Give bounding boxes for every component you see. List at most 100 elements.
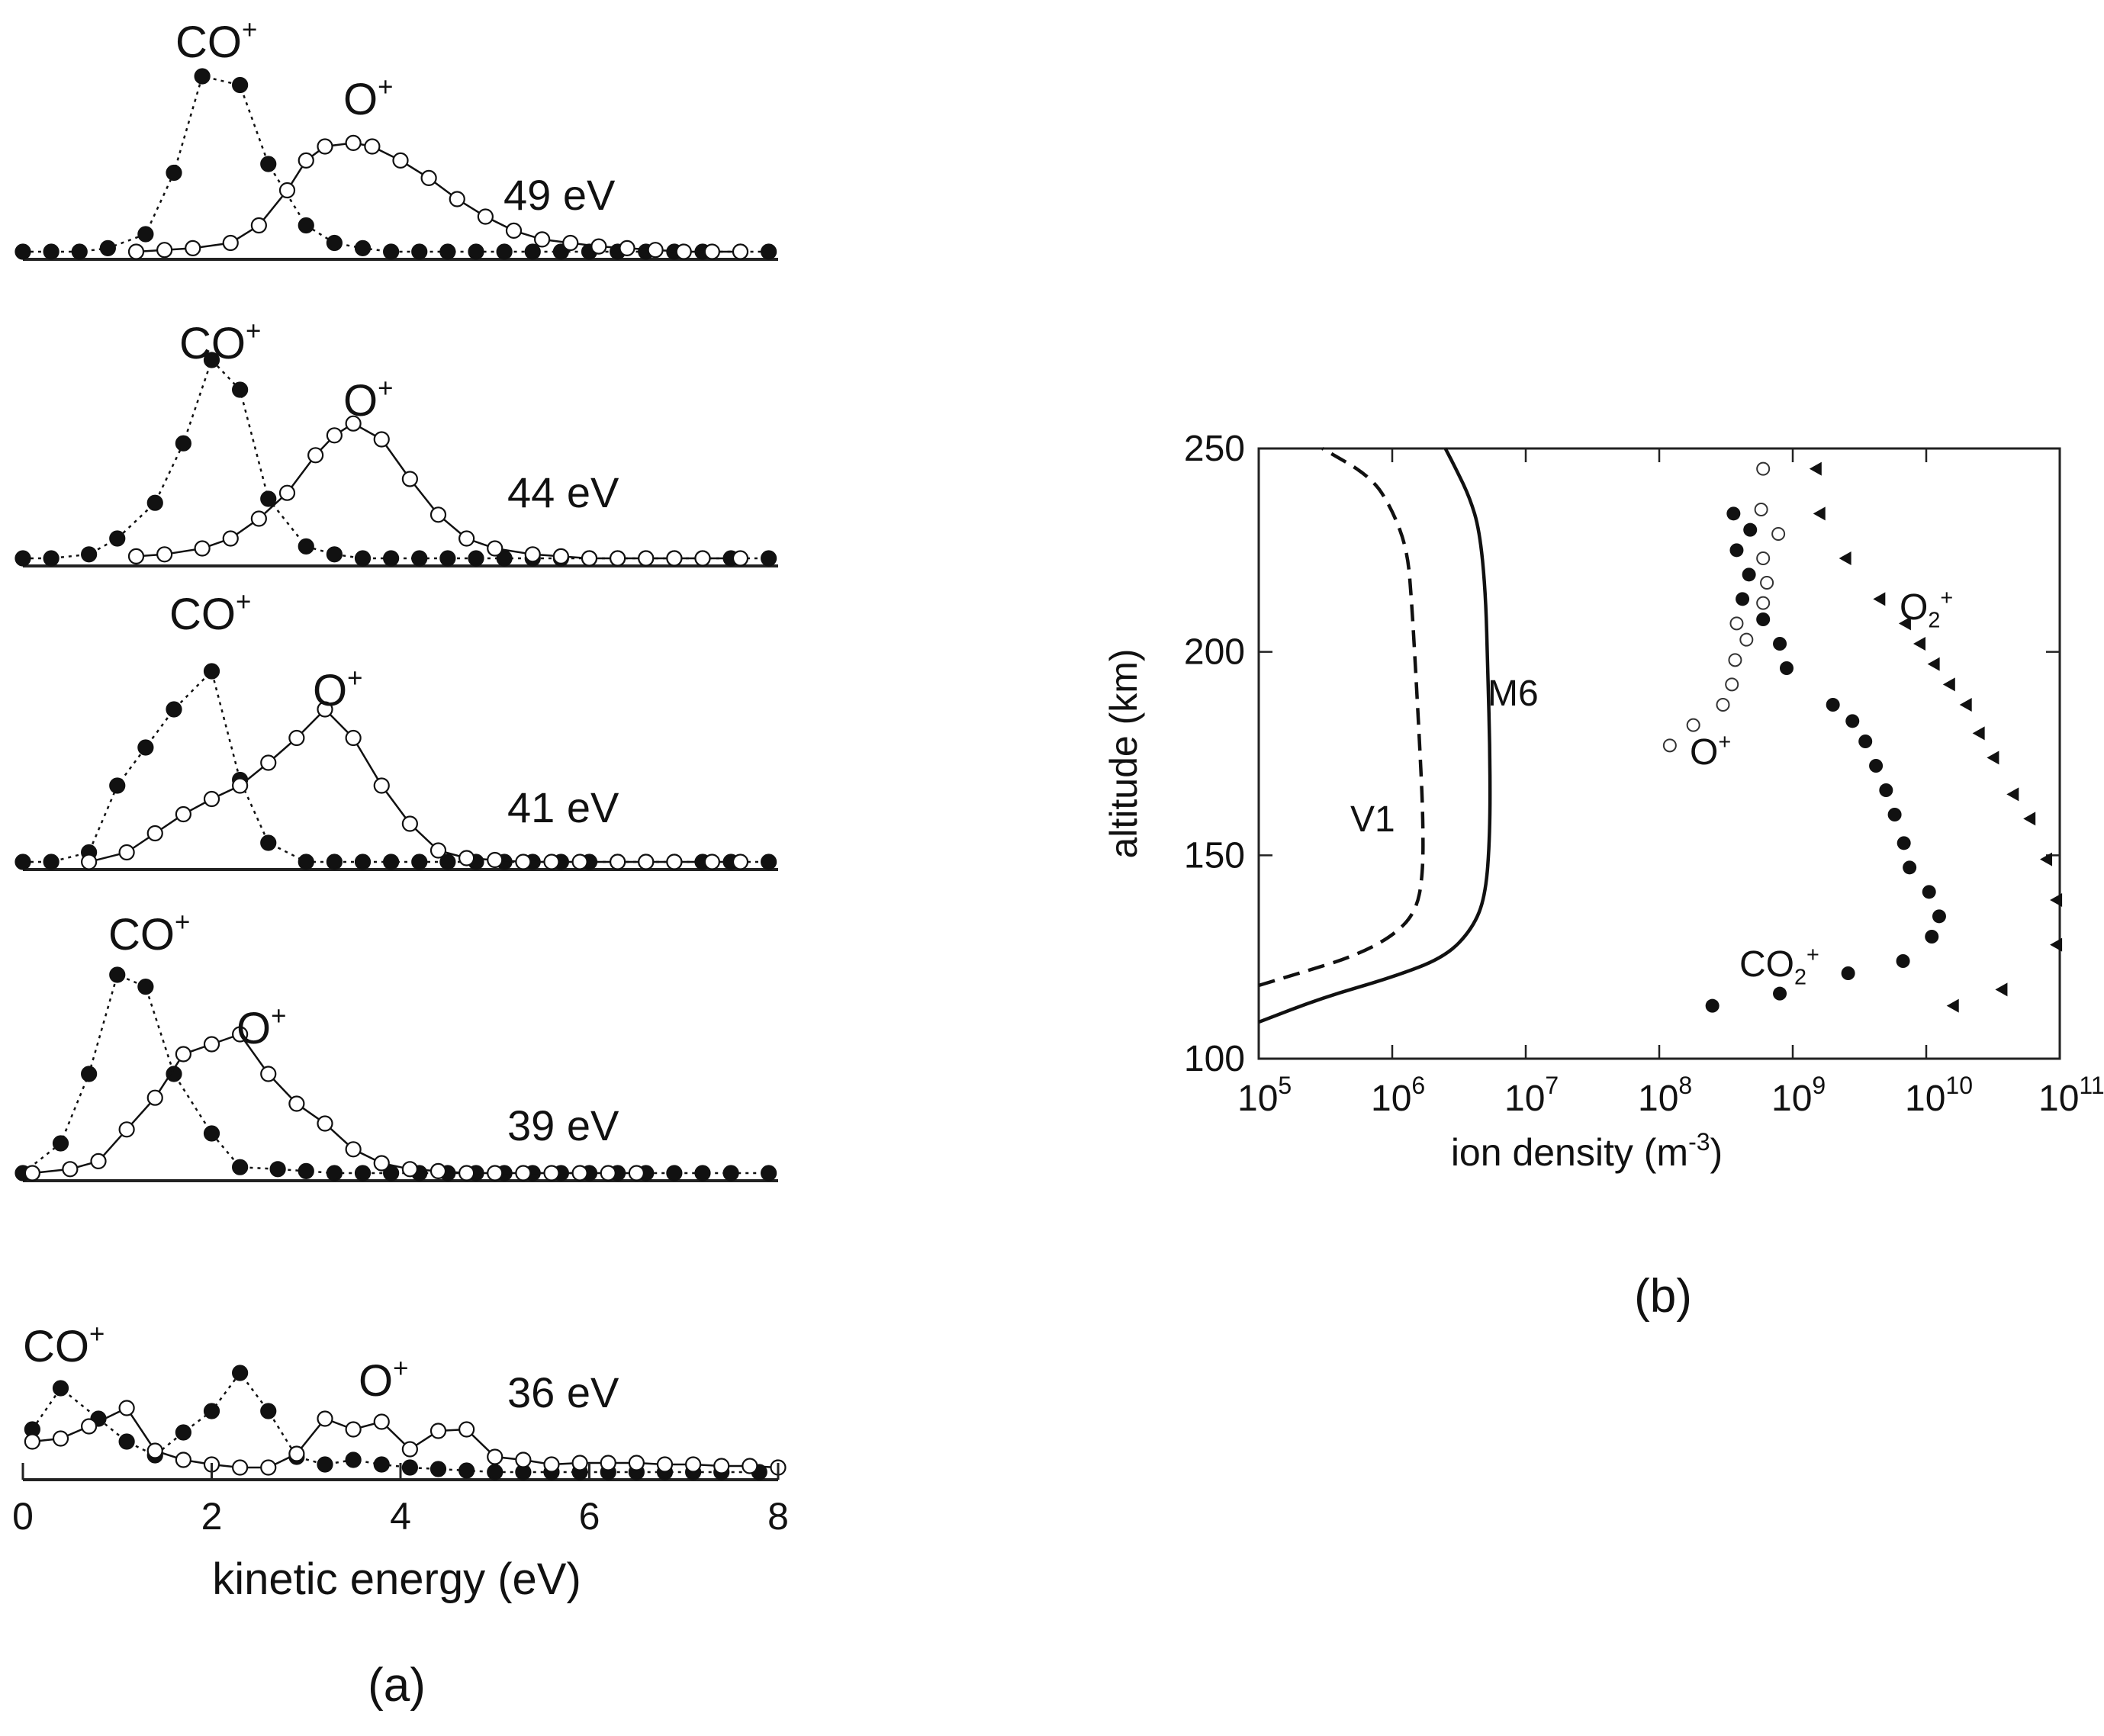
o-ion-point <box>345 1141 362 1158</box>
label-m6: M6 <box>1488 674 1539 714</box>
o-ion-point <box>203 1036 220 1053</box>
co-ion-point <box>260 156 277 172</box>
o-ion-point <box>194 540 211 557</box>
o-ion-label: O+ <box>359 1354 408 1406</box>
o-ion-point <box>666 854 683 870</box>
co2-ion-point <box>1841 966 1855 980</box>
spectrum-41-eV: CO+ O+ 41 eV <box>14 587 778 871</box>
o-ion-point <box>260 754 277 771</box>
o-ion-point <box>600 1165 616 1181</box>
co-ion-point <box>137 739 154 756</box>
o-ion-point <box>1754 503 1768 516</box>
co-ion-point <box>109 530 126 547</box>
co-ion-point <box>298 1162 314 1180</box>
o-ion-point <box>505 222 523 239</box>
o-ion-point <box>1739 632 1754 647</box>
co2-ion-point <box>1896 954 1910 968</box>
label-o-plus: O+ <box>1690 730 1731 773</box>
o2-ion-point <box>1942 677 1955 692</box>
co-ion-point <box>14 854 31 870</box>
o-ion-label: O+ <box>313 664 362 715</box>
o-ion-line <box>88 708 741 863</box>
co-ion-point <box>166 164 182 182</box>
o-ion-point <box>1729 616 1744 631</box>
co-ion-point <box>326 546 343 563</box>
o-ion-point <box>742 1458 758 1474</box>
plot-frame <box>1257 447 2061 1060</box>
o2-ion-point <box>1873 592 1886 606</box>
co-ion-point <box>175 1424 191 1441</box>
co-ion-point <box>383 243 400 260</box>
o-ion-point <box>81 1418 98 1435</box>
co-ion-point <box>260 1403 277 1419</box>
co-ion-point <box>458 1462 475 1479</box>
co-ion-point <box>99 240 116 256</box>
co-ion-line <box>23 669 769 863</box>
x-axis-label: ion density (m-3) <box>1451 1128 1723 1174</box>
o-ion-point <box>571 1165 588 1181</box>
x-tick-label: 109 <box>1771 1072 1826 1119</box>
energy-label: 39 eV <box>507 1101 619 1149</box>
o-ion-point <box>146 1442 163 1459</box>
o-ion-point <box>458 850 475 866</box>
o-ion-point <box>552 548 569 565</box>
co-ion-point <box>175 435 191 452</box>
co2-ion-point <box>1779 661 1794 675</box>
co-ion-point <box>383 854 400 870</box>
o-ion-point <box>222 530 239 547</box>
co-ion-point <box>373 1456 390 1473</box>
o-ion-point <box>628 1165 645 1181</box>
co2-ion-point <box>1773 986 1787 1001</box>
co-ion-point <box>439 854 456 870</box>
o-ion-point <box>449 191 465 207</box>
o-ion-point <box>62 1161 79 1178</box>
o-ion-point <box>429 1423 447 1439</box>
o-ion-line <box>32 1033 637 1175</box>
o-ion-point <box>656 1456 674 1473</box>
co-ion-point <box>439 550 456 567</box>
o-ion-point <box>118 844 135 861</box>
co-ion-point <box>411 550 428 567</box>
co2-ion-point <box>1736 592 1750 606</box>
o2-ion-point <box>1898 616 1911 631</box>
o-ion-point <box>487 851 503 869</box>
co-ion-point <box>269 1161 286 1178</box>
o-ion-point <box>232 1026 249 1043</box>
caption-b: (b) <box>1634 1270 1692 1323</box>
o-ion-point <box>1760 576 1774 590</box>
o-ion-point <box>118 1400 135 1416</box>
o-ion-point <box>534 231 551 248</box>
energy-label: 36 eV <box>507 1368 619 1416</box>
co-ion-point <box>439 243 456 260</box>
o2-ion-point <box>1959 698 1972 712</box>
o-ion-point <box>345 415 362 432</box>
o-ion-point <box>487 540 503 557</box>
co-ion-line <box>22 973 769 1175</box>
o-ion-point <box>401 1161 418 1178</box>
co2-ion-point <box>1756 612 1771 626</box>
o-ion-point <box>666 550 683 567</box>
label-o2-plus: O2+ <box>1900 586 1953 633</box>
co-ion-point <box>43 243 60 260</box>
x-tick-label: 4 <box>390 1495 411 1538</box>
co2-ion-point <box>1729 543 1744 558</box>
o-ion-point <box>364 138 381 155</box>
o-ion-point <box>1728 653 1742 667</box>
co-ion-point <box>81 546 98 563</box>
o-ion-point <box>326 427 343 444</box>
o-ion-point <box>458 1421 475 1438</box>
co-ion-point <box>326 234 343 252</box>
co-ion-point <box>722 1165 739 1181</box>
o-ion-point <box>260 1066 277 1082</box>
o-ion-point <box>392 152 409 169</box>
o-ion-point <box>543 1456 560 1473</box>
o-ion-point <box>401 471 418 487</box>
co-ion-point <box>326 1165 343 1181</box>
label-v1: V1 <box>1350 799 1395 840</box>
o-ion-point <box>420 169 437 186</box>
o-ion-point <box>250 510 267 527</box>
co-ion-point <box>354 240 372 256</box>
co2-ion-point <box>1896 836 1911 850</box>
co-ion-point <box>52 1380 69 1397</box>
